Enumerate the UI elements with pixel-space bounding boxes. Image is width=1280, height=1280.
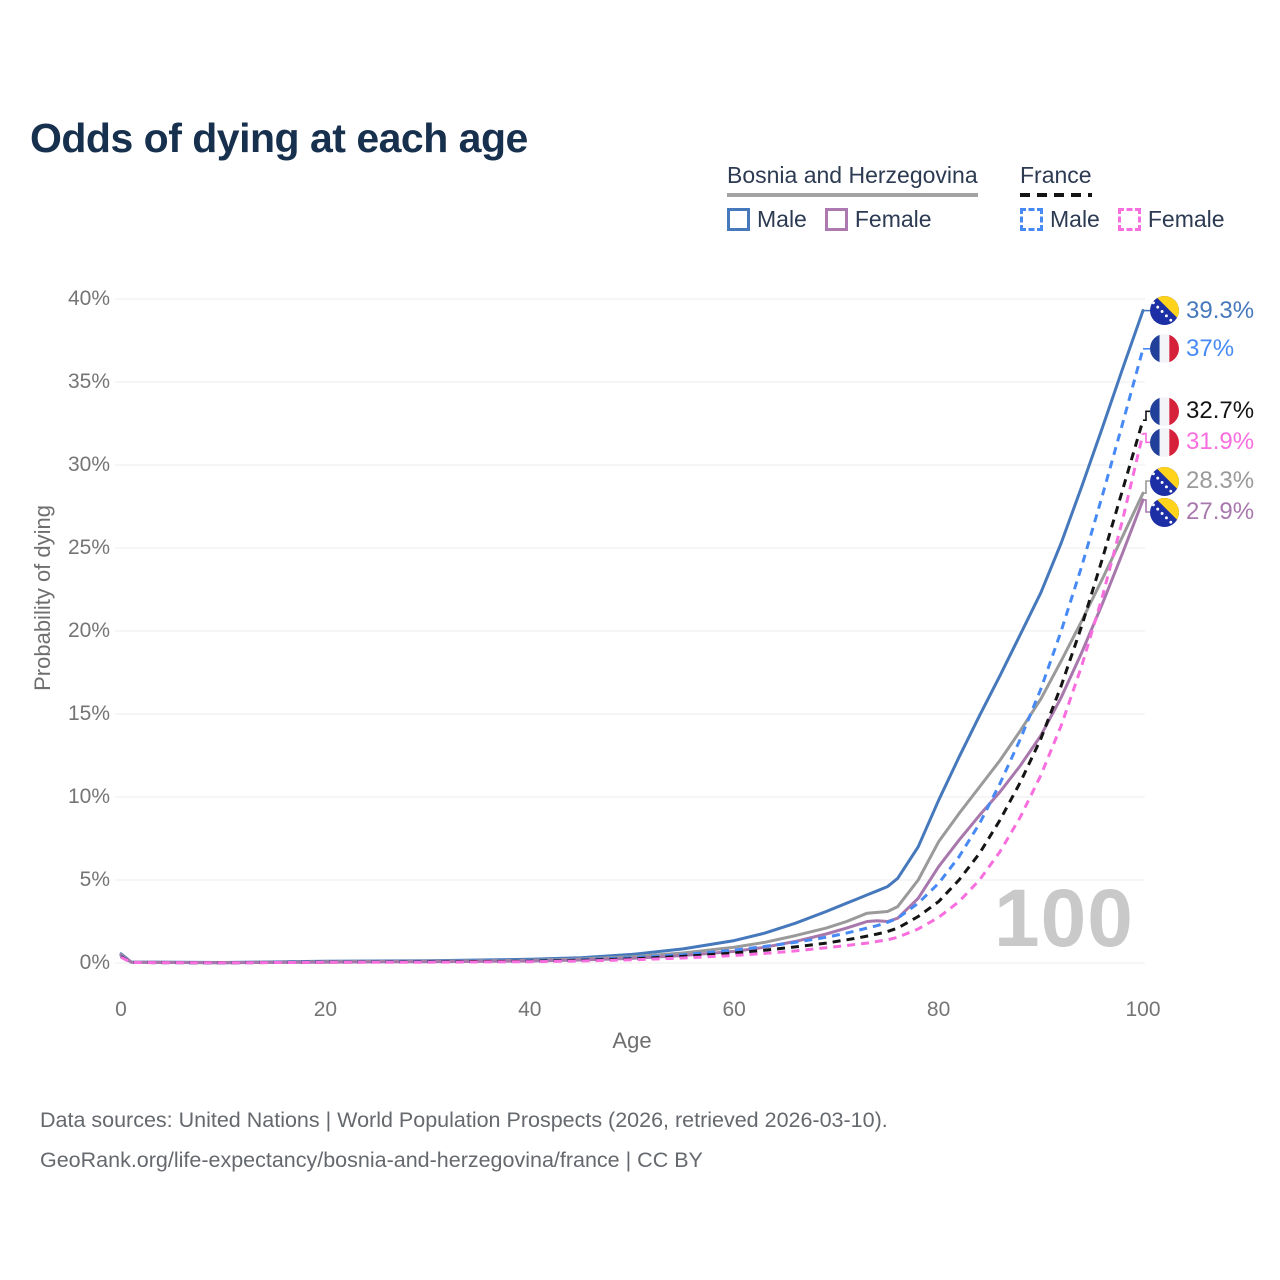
y-tick-label: 5% bbox=[79, 868, 110, 891]
end-label-ba-male: 39.3% bbox=[1150, 296, 1254, 326]
legend-items-bosnia: Male Female bbox=[727, 206, 978, 233]
series-line-ba-both bbox=[119, 491, 1145, 965]
y-tick-label: 35% bbox=[67, 370, 110, 393]
y-tick-label: 0% bbox=[79, 951, 110, 974]
end-label-value: 27.9% bbox=[1186, 498, 1255, 526]
end-label-ba-female: 27.9% bbox=[1150, 497, 1254, 527]
y-tick-label: 10% bbox=[67, 785, 110, 808]
age-watermark: 100 bbox=[994, 873, 1134, 964]
series-line-ba-female bbox=[119, 498, 1145, 965]
bosnia-herzegovina-flag-icon bbox=[1150, 497, 1179, 527]
legend-header-label: France bbox=[1020, 162, 1092, 188]
end-label-value: 31.9% bbox=[1186, 428, 1255, 456]
france-flag-icon bbox=[1150, 396, 1179, 426]
legend-item-label: Female bbox=[854, 206, 932, 232]
y-tick-label: 25% bbox=[67, 536, 110, 559]
x-tick-label: 80 bbox=[926, 998, 951, 1021]
end-label-fr-male: 37% bbox=[1150, 334, 1234, 364]
legend-header-france: France bbox=[1020, 162, 1092, 197]
y-tick-label: 30% bbox=[67, 453, 110, 476]
data-source-text: Data sources: United Nations | World Pop… bbox=[40, 1108, 888, 1132]
y-axis-title: Probability of dying bbox=[30, 505, 55, 691]
series-line-fr-both bbox=[120, 419, 1145, 965]
bosnia-herzegovina-flag-icon bbox=[1150, 296, 1179, 326]
end-label-ba-both: 28.3% bbox=[1150, 466, 1254, 496]
x-axis-title: Age bbox=[612, 1028, 652, 1053]
legend-swatch-icon bbox=[727, 208, 750, 231]
france-flag-icon bbox=[1150, 427, 1179, 457]
end-label-connector bbox=[1143, 432, 1150, 444]
legend-item-bosnia-male[interactable]: Male bbox=[727, 206, 807, 233]
legend-group-france: France Male Female bbox=[1020, 162, 1225, 233]
end-label-fr-female: 31.9% bbox=[1150, 427, 1254, 457]
legend-group-bosnia: Bosnia and Herzegovina Male Female bbox=[727, 162, 978, 233]
legend-item-label: Male bbox=[757, 206, 807, 232]
legend-item-bosnia-female[interactable]: Female bbox=[824, 206, 932, 233]
end-label-connector bbox=[1143, 499, 1150, 513]
legend-item-label: Female bbox=[1147, 206, 1225, 232]
bosnia-herzegovina-flag-icon bbox=[1150, 466, 1179, 496]
legend-header-bosnia: Bosnia and Herzegovina bbox=[727, 162, 978, 197]
legend-swatch-icon bbox=[1020, 208, 1043, 231]
legend-line-sample-france bbox=[1020, 193, 1092, 197]
legend-item-france-male[interactable]: Male bbox=[1020, 206, 1100, 233]
legend-swatch-icon bbox=[1117, 208, 1141, 231]
series-line-ba-male bbox=[119, 309, 1145, 964]
y-tick-label: 20% bbox=[67, 619, 110, 642]
x-tick-label: 60 bbox=[722, 998, 746, 1021]
y-tick-label: 15% bbox=[67, 702, 110, 725]
series-line-fr-male bbox=[120, 348, 1145, 965]
legend-header-label: Bosnia and Herzegovina bbox=[727, 162, 978, 188]
page-title: Odds of dying at each age bbox=[30, 115, 528, 162]
legend-line-sample-bosnia bbox=[727, 193, 978, 197]
x-tick-label: 0 bbox=[115, 998, 127, 1021]
end-label-connector bbox=[1143, 480, 1150, 494]
end-label-connector bbox=[1143, 410, 1150, 421]
end-label-value: 28.3% bbox=[1186, 467, 1255, 495]
end-label-value: 39.3% bbox=[1186, 296, 1255, 324]
end-label-value: 32.7% bbox=[1186, 397, 1255, 425]
x-tick-label: 40 bbox=[518, 998, 542, 1021]
legend-swatch-icon bbox=[824, 208, 848, 231]
y-tick-label: 40% bbox=[67, 287, 110, 310]
series-line-fr-female bbox=[120, 433, 1145, 965]
france-flag-icon bbox=[1150, 334, 1179, 364]
end-label-value: 37% bbox=[1186, 334, 1235, 362]
legend-item-label: Male bbox=[1050, 206, 1100, 232]
x-tick-label: 100 bbox=[1125, 998, 1161, 1021]
legend-items-france: Male Female bbox=[1020, 206, 1225, 233]
legend-item-france-female[interactable]: Female bbox=[1117, 206, 1225, 233]
x-tick-label: 20 bbox=[313, 998, 338, 1021]
end-label-fr-both: 32.7% bbox=[1150, 396, 1254, 426]
attribution-text: GeoRank.org/life-expectancy/bosnia-and-h… bbox=[40, 1148, 703, 1172]
